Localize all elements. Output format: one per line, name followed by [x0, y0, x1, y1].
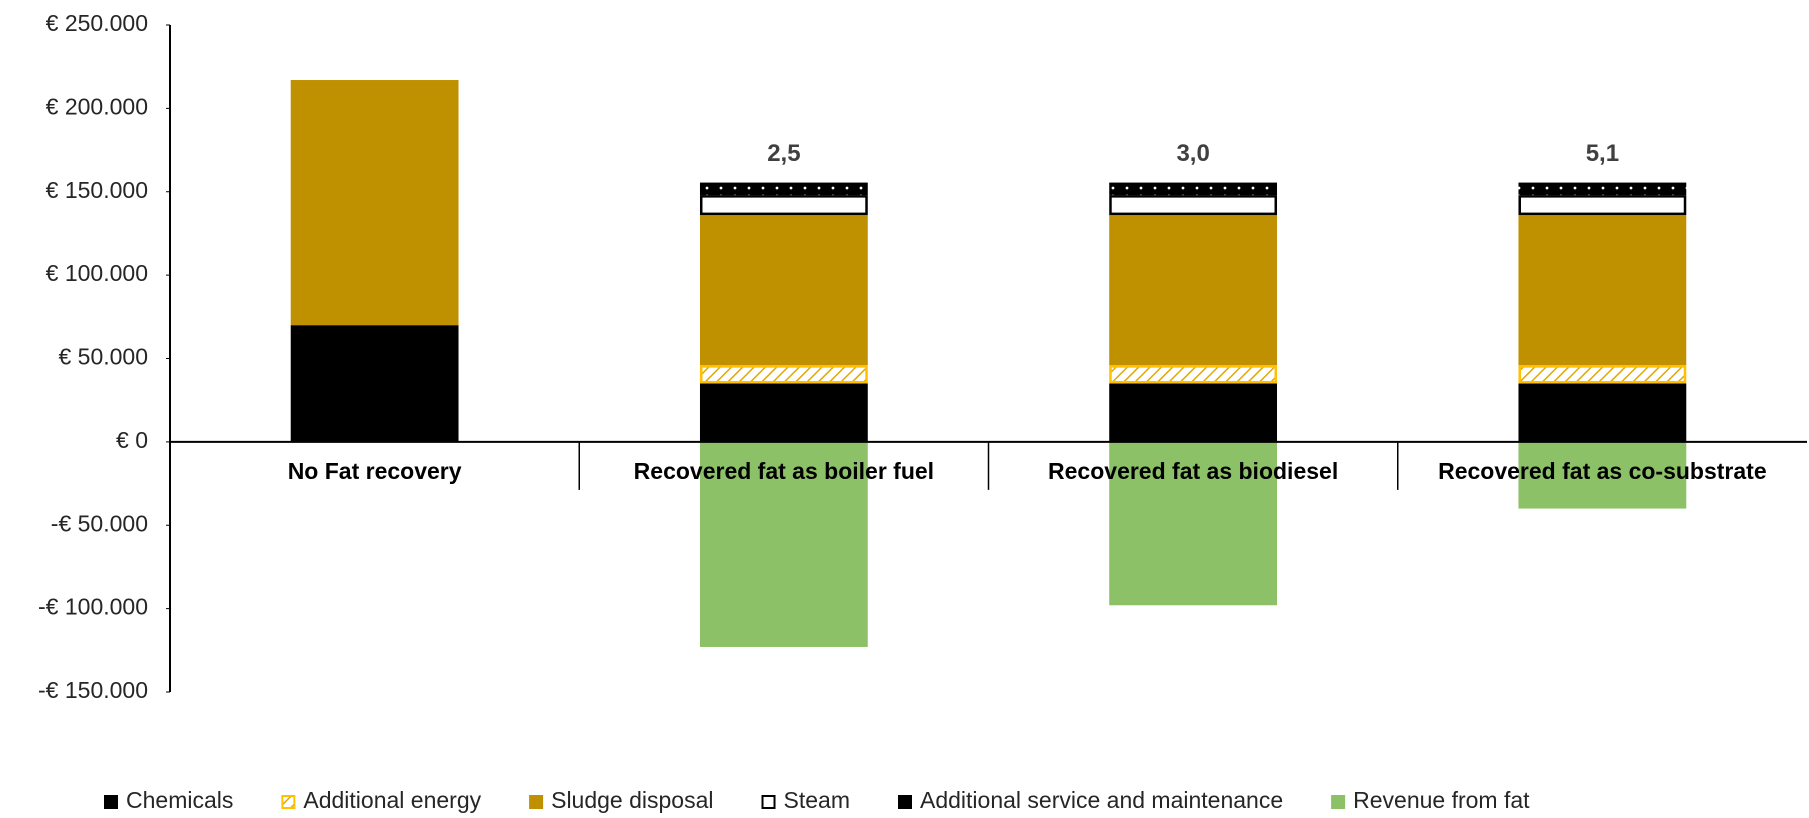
legend-label: Additional service and maintenance	[920, 787, 1283, 813]
bar-segment	[699, 383, 868, 442]
y-tick-label: € 0	[116, 427, 148, 453]
bar-segment	[1109, 441, 1278, 606]
bar-segment	[1109, 195, 1278, 216]
bar-segment	[1518, 195, 1687, 216]
bar-segment	[290, 80, 459, 326]
bar-segment	[1109, 215, 1278, 366]
y-tick-label: € 250.000	[46, 10, 148, 36]
bar-segment	[1518, 383, 1687, 442]
bar-segment	[1109, 182, 1278, 196]
legend-marker	[898, 795, 912, 809]
y-tick-label: € 100.000	[46, 260, 148, 286]
legend-label: Chemicals	[126, 787, 233, 813]
x-tick-label: No Fat recovery	[288, 458, 462, 484]
y-tick-label: € 200.000	[46, 93, 148, 119]
y-tick-label: -€ 150.000	[38, 677, 148, 703]
bar-segment	[1518, 441, 1687, 509]
bar-segment	[1518, 365, 1687, 384]
bar-segment	[699, 441, 868, 647]
legend-marker	[761, 795, 776, 809]
bar-segment	[699, 365, 868, 384]
y-tick-label: -€ 50.000	[51, 510, 148, 536]
legend-label: Sludge disposal	[551, 787, 713, 813]
x-tick-label: Recovered fat as biodiesel	[1048, 458, 1338, 484]
bar-top-label: 5,1	[1586, 140, 1619, 167]
x-tick-label: Recovered fat as boiler fuel	[634, 458, 934, 484]
x-tick-label: Recovered fat as co-substrate	[1438, 458, 1767, 484]
legend-label: Revenue from fat	[1353, 787, 1530, 813]
y-tick-label: € 50.000	[58, 344, 148, 370]
legend-marker	[281, 795, 296, 809]
legend-marker	[1331, 795, 1346, 809]
bar-segment	[1518, 215, 1687, 366]
bar-segment	[699, 215, 868, 366]
legend-label: Steam	[784, 787, 850, 813]
bar-segment	[1109, 383, 1278, 442]
bar-segment	[1109, 365, 1278, 384]
bar-top-label: 3,0	[1176, 140, 1209, 167]
y-tick-label: € 150.000	[46, 177, 148, 203]
legend-label: Additional energy	[303, 787, 481, 813]
legend-marker	[104, 795, 118, 809]
y-tick-label: -€ 100.000	[38, 594, 148, 620]
bar-segment	[1518, 182, 1687, 196]
bar-segment	[699, 195, 868, 216]
bar-segment	[290, 325, 459, 442]
legend-marker	[529, 795, 544, 809]
bar-top-label: 2,5	[767, 140, 800, 167]
bar-segment	[699, 182, 868, 196]
